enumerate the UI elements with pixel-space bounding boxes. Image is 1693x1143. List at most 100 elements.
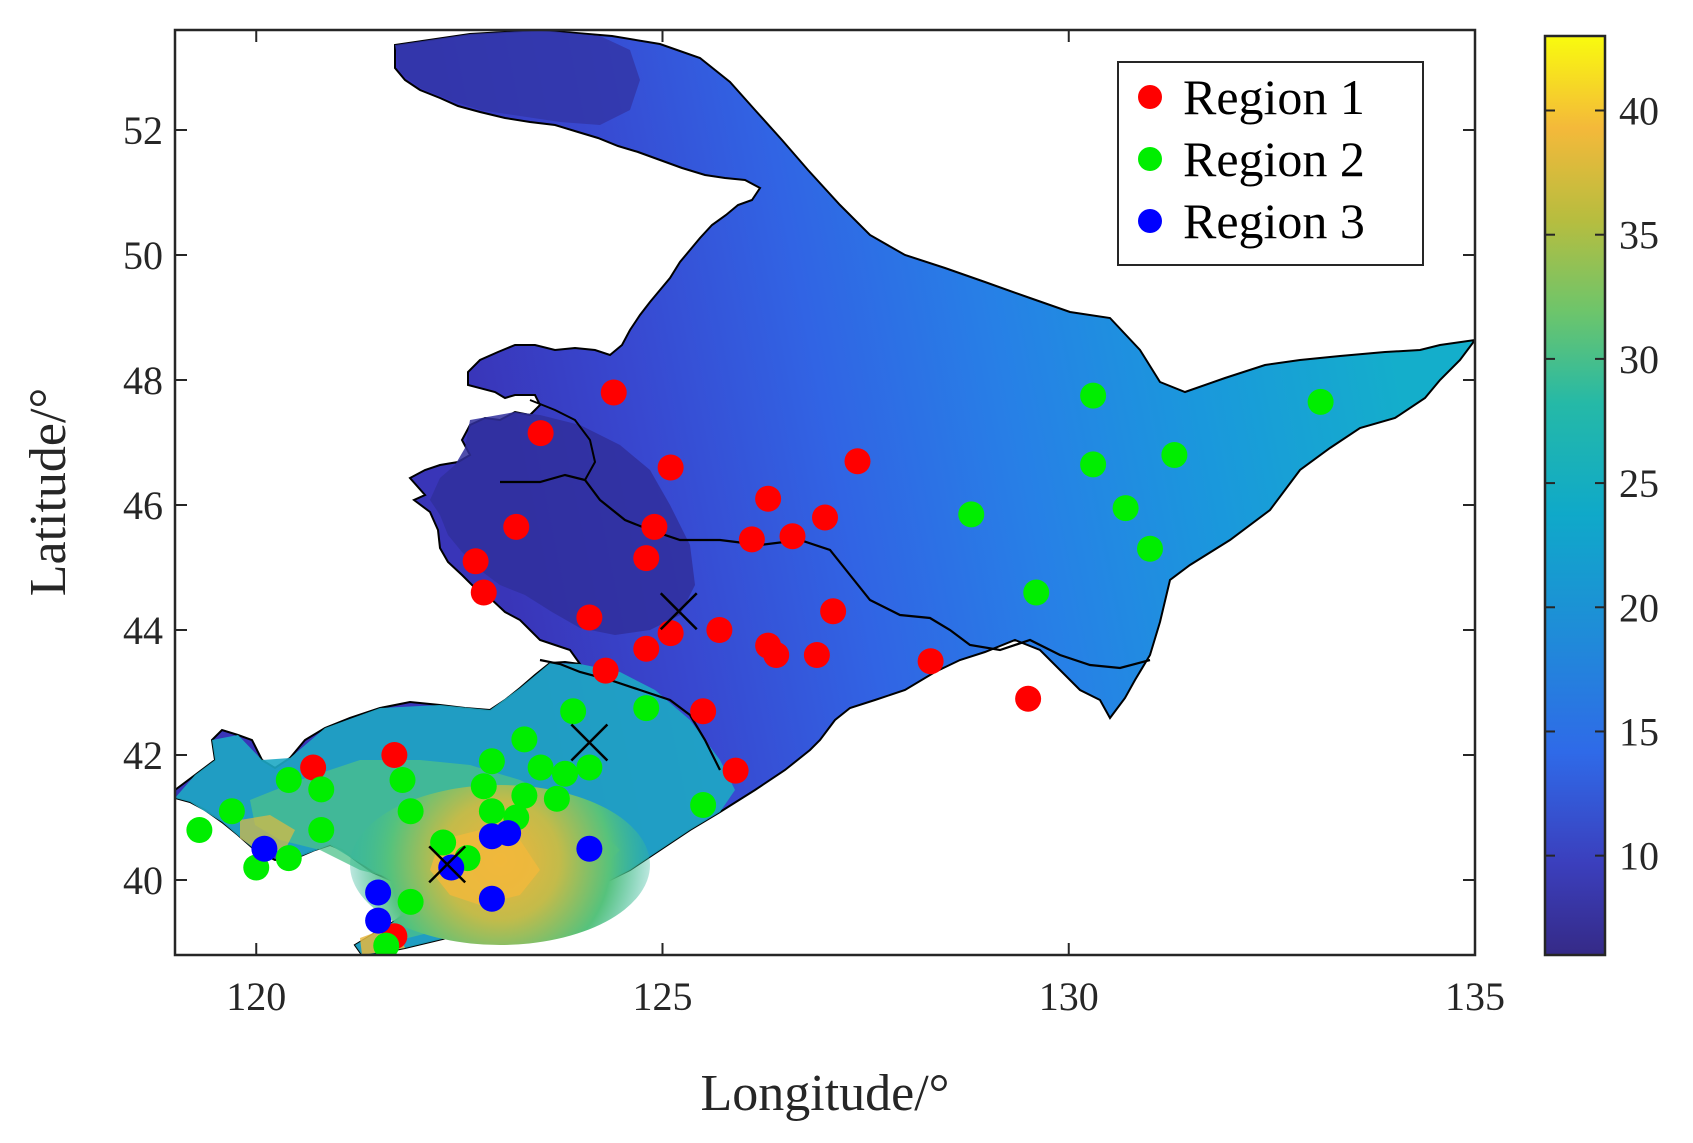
legend-label-region-1: Region 1 — [1183, 69, 1365, 125]
station-point-region-2 — [275, 845, 302, 872]
station-point-region-1 — [812, 504, 838, 531]
station-point-region-2 — [397, 798, 424, 825]
colorbar-tick-label: 40 — [1619, 89, 1659, 134]
legend-box — [1117, 61, 1424, 266]
station-point-region-1 — [706, 617, 733, 643]
y-tick-label: 50 — [123, 233, 163, 278]
station-point-region-3 — [478, 885, 505, 912]
legend-marker-region-1 — [1138, 85, 1162, 109]
station-point-region-2 — [633, 695, 660, 722]
station-point-region-1 — [755, 485, 782, 512]
station-point-region-1 — [917, 648, 944, 675]
station-point-region-2 — [690, 792, 717, 818]
cluster-center-marker — [659, 592, 698, 631]
colorbar-tick-label: 30 — [1619, 337, 1659, 382]
colorbar: 10 15 20 25 30 35 40 — [1543, 34, 1659, 957]
station-point-region-2 — [308, 776, 335, 803]
station-point-region-3 — [365, 907, 392, 934]
station-point-region-2 — [958, 501, 985, 528]
axes-frame — [173, 28, 1477, 957]
station-point-region-1 — [657, 620, 684, 647]
station-point-region-1 — [300, 754, 327, 781]
station-point-region-1 — [1015, 685, 1042, 712]
station-point-region-2 — [218, 798, 245, 825]
station-point-region-1 — [722, 757, 749, 784]
colorbar-tick-label: 35 — [1619, 213, 1659, 258]
station-point-region-2 — [478, 748, 505, 775]
station-point-region-2 — [186, 817, 213, 843]
province-border-3 — [529, 399, 597, 481]
station-point-region-2 — [552, 760, 578, 787]
colorbar-tick-label: 25 — [1619, 461, 1659, 506]
colorbar-tick-label: 20 — [1619, 585, 1659, 630]
station-point-region-1 — [779, 523, 806, 550]
colorbar-gradient — [1543, 34, 1607, 957]
station-point-region-2 — [478, 798, 505, 825]
x-tick-label: 130 — [1039, 974, 1099, 1019]
station-point-region-2 — [576, 754, 603, 781]
colorbar-tick-label: 15 — [1619, 709, 1659, 754]
contour-hot-core — [430, 830, 540, 905]
station-point-region-2 — [470, 773, 497, 800]
station-point-region-2 — [511, 726, 538, 753]
axis-ticks: 120 125 130 135 40 42 44 46 48 50 52 — [123, 30, 1505, 1019]
y-tick-label: 48 — [123, 358, 163, 403]
y-axis-title: Latitude/° — [20, 388, 77, 597]
station-point-region-2 — [1112, 495, 1139, 522]
station-point-region-1 — [641, 513, 668, 540]
station-point-region-2 — [308, 817, 335, 843]
station-point-region-2 — [1080, 382, 1107, 409]
station-point-region-3 — [365, 879, 392, 906]
station-point-region-1 — [657, 454, 684, 481]
station-point-region-1 — [633, 545, 660, 572]
province-border-1 — [500, 473, 1151, 670]
station-point-region-2 — [389, 767, 416, 793]
station-point-region-1 — [503, 513, 530, 540]
y-tick-label: 52 — [123, 108, 163, 153]
station-point-region-3 — [251, 835, 278, 862]
y-tick-label: 40 — [123, 858, 163, 903]
legend-marker-region-2 — [1138, 147, 1162, 171]
station-point-region-1 — [820, 598, 847, 625]
station-point-region-1 — [844, 448, 871, 475]
x-tick-label: 135 — [1445, 974, 1505, 1019]
station-points — [186, 379, 1334, 955]
cluster-centers — [428, 592, 698, 884]
station-point-region-1 — [592, 657, 619, 684]
station-point-region-1 — [690, 698, 717, 725]
y-tick-label: 42 — [123, 733, 163, 778]
station-point-region-1 — [470, 579, 497, 606]
legend-label-region-3: Region 3 — [1183, 193, 1365, 249]
y-tick-label: 44 — [123, 608, 163, 653]
station-point-region-2 — [1307, 388, 1334, 415]
station-point-region-2 — [397, 888, 424, 915]
station-point-region-3 — [576, 835, 603, 862]
station-point-region-2 — [1080, 451, 1107, 478]
x-tick-label: 120 — [226, 974, 286, 1019]
station-point-region-1 — [763, 642, 790, 668]
station-point-region-2 — [1023, 579, 1050, 606]
station-point-region-2 — [1137, 535, 1163, 562]
station-point-region-1 — [803, 642, 830, 668]
station-point-region-1 — [576, 604, 603, 631]
station-point-region-1 — [738, 526, 765, 553]
colorbar-tick-label: 10 — [1619, 834, 1659, 879]
station-point-region-1 — [527, 420, 554, 447]
station-point-region-2 — [430, 829, 457, 856]
station-point-region-1 — [600, 379, 627, 406]
station-point-region-1 — [633, 635, 660, 662]
cluster-center-marker — [428, 845, 467, 884]
legend: Region 1 Region 2 Region 3 — [1117, 61, 1424, 266]
station-point-region-2 — [275, 767, 302, 793]
province-border-2 — [539, 658, 721, 771]
station-point-region-3 — [495, 820, 522, 847]
x-axis-title: Longitude/° — [701, 1065, 950, 1122]
station-point-region-1 — [462, 548, 489, 575]
station-point-region-2 — [511, 782, 538, 809]
station-point-region-1 — [381, 742, 408, 768]
legend-marker-region-3 — [1138, 209, 1162, 233]
station-point-region-2 — [527, 754, 554, 781]
station-point-region-2 — [560, 698, 587, 725]
y-tick-label: 46 — [123, 483, 163, 528]
